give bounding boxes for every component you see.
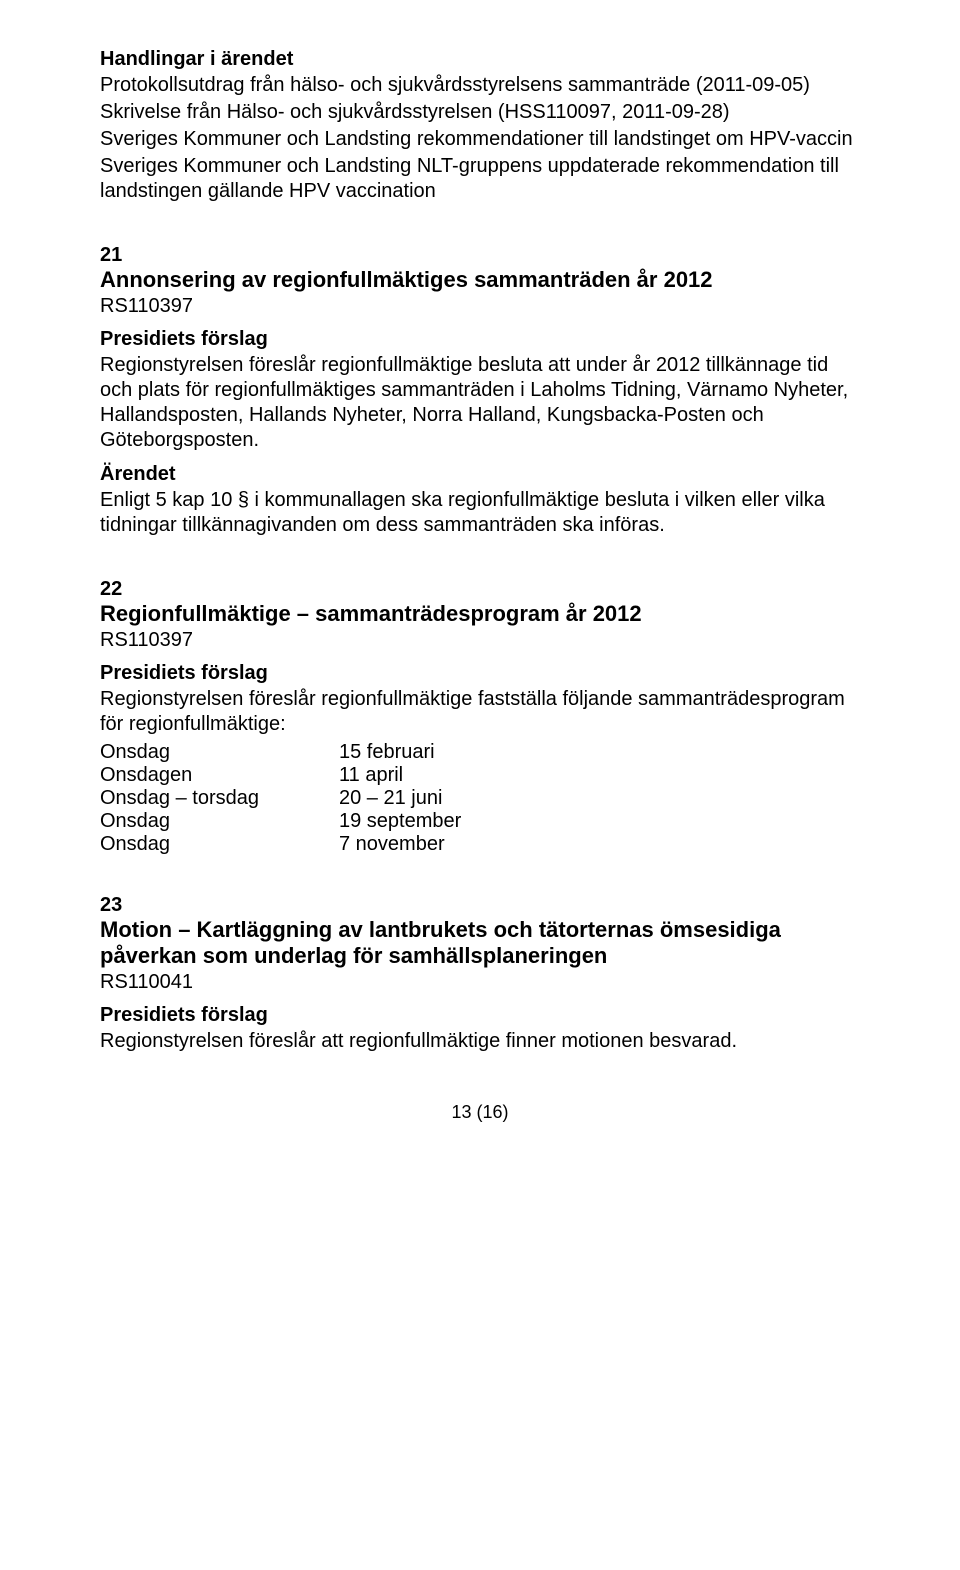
presidiets-heading: Presidiets förslag bbox=[100, 328, 860, 351]
presidiets-body: Regionstyrelsen föreslår regionfullmäkti… bbox=[100, 687, 860, 737]
presidiets-body: Regionstyrelsen föreslår att regionfullm… bbox=[100, 1029, 860, 1054]
page-number: 13 (16) bbox=[100, 1102, 860, 1123]
handlingar-line: Protokollsutdrag från hälso- och sjukvår… bbox=[100, 73, 860, 98]
schedule-row: Onsdag – torsdag 20 – 21 juni bbox=[100, 787, 461, 810]
schedule-row: Onsdag 15 februari bbox=[100, 741, 461, 764]
arendet-body: Enligt 5 kap 10 § i kommunallagen ska re… bbox=[100, 488, 860, 538]
item-title: Regionfullmäktige – sammanträdesprogram … bbox=[100, 601, 860, 627]
schedule-table: Onsdag 15 februari Onsdagen 11 april Ons… bbox=[100, 741, 461, 856]
presidiets-heading: Presidiets förslag bbox=[100, 1004, 860, 1027]
schedule-row: Onsdagen 11 april bbox=[100, 764, 461, 787]
handlingar-section: Handlingar i ärendet Protokollsutdrag fr… bbox=[100, 48, 860, 204]
handlingar-line: Sveriges Kommuner och Landsting rekommen… bbox=[100, 127, 860, 152]
handlingar-heading: Handlingar i ärendet bbox=[100, 48, 860, 71]
item-21-section: 21 Annonsering av regionfullmäktiges sam… bbox=[100, 244, 860, 538]
item-code: RS110397 bbox=[100, 629, 860, 652]
schedule-day: Onsdagen bbox=[100, 764, 339, 787]
schedule-date: 19 september bbox=[339, 810, 461, 833]
schedule-date: 11 april bbox=[339, 764, 461, 787]
item-code: RS110041 bbox=[100, 971, 860, 994]
document-page: Handlingar i ärendet Protokollsutdrag fr… bbox=[0, 0, 960, 1171]
schedule-day: Onsdag bbox=[100, 810, 339, 833]
schedule-day: Onsdag bbox=[100, 741, 339, 764]
item-title: Annonsering av regionfullmäktiges samman… bbox=[100, 267, 860, 293]
item-23-section: 23 Motion – Kartläggning av lantbrukets … bbox=[100, 894, 860, 1054]
item-number: 22 bbox=[100, 578, 860, 601]
item-number: 23 bbox=[100, 894, 860, 917]
handlingar-line: Skrivelse från Hälso- och sjukvårdsstyre… bbox=[100, 100, 860, 125]
item-22-section: 22 Regionfullmäktige – sammanträdesprogr… bbox=[100, 578, 860, 856]
schedule-date: 7 november bbox=[339, 833, 461, 856]
schedule-row: Onsdag 7 november bbox=[100, 833, 461, 856]
schedule-date: 15 februari bbox=[339, 741, 461, 764]
item-number: 21 bbox=[100, 244, 860, 267]
item-title: Motion – Kartläggning av lantbrukets och… bbox=[100, 917, 860, 969]
schedule-day: Onsdag – torsdag bbox=[100, 787, 339, 810]
schedule-day: Onsdag bbox=[100, 833, 339, 856]
schedule-date: 20 – 21 juni bbox=[339, 787, 461, 810]
item-code: RS110397 bbox=[100, 295, 860, 318]
presidiets-heading: Presidiets förslag bbox=[100, 662, 860, 685]
handlingar-line: Sveriges Kommuner och Landsting NLT-grup… bbox=[100, 154, 860, 204]
schedule-row: Onsdag 19 september bbox=[100, 810, 461, 833]
arendet-heading: Ärendet bbox=[100, 463, 860, 486]
presidiets-body: Regionstyrelsen föreslår regionfullmäkti… bbox=[100, 353, 860, 453]
